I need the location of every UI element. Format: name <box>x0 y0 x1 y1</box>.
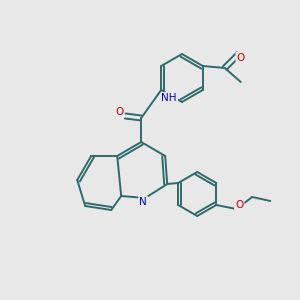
Text: O: O <box>115 107 123 117</box>
Text: O: O <box>237 53 245 63</box>
Text: N: N <box>139 197 147 207</box>
Text: O: O <box>235 200 243 210</box>
Text: NH: NH <box>161 93 177 103</box>
